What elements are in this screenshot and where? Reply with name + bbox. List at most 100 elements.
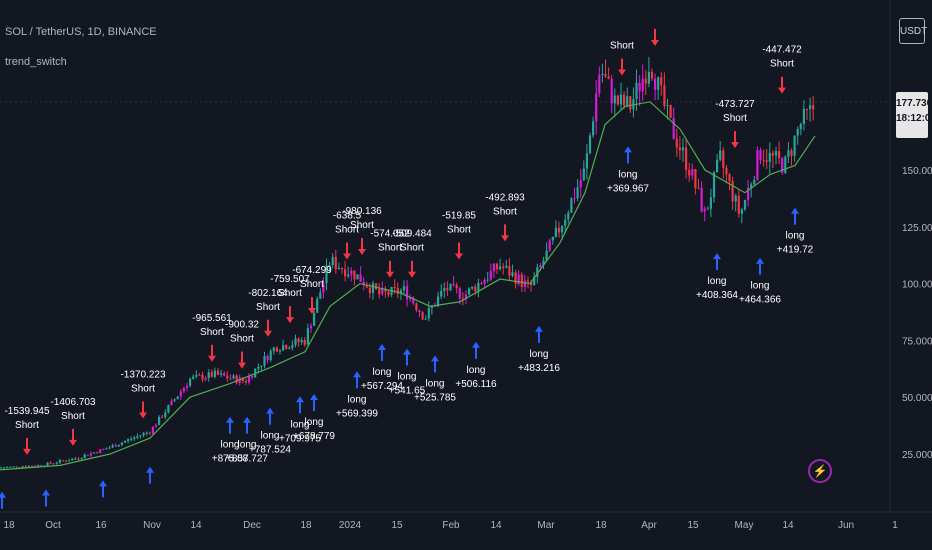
candle-body bbox=[418, 310, 421, 313]
candle-body bbox=[533, 276, 536, 285]
candle-body bbox=[805, 108, 809, 110]
short-value: -1406.703 bbox=[50, 397, 95, 408]
candle-body bbox=[179, 391, 182, 397]
candle-body bbox=[514, 272, 517, 284]
candle-body bbox=[27, 465, 30, 468]
candle-body bbox=[570, 198, 573, 213]
candle-body bbox=[0, 467, 3, 469]
indicator-label[interactable]: trend_switch bbox=[5, 56, 67, 68]
x-tick-label: 14 bbox=[782, 520, 794, 531]
candle-body bbox=[539, 265, 542, 268]
short-arrowhead bbox=[455, 253, 463, 260]
candle-body bbox=[433, 305, 437, 307]
candle-body bbox=[595, 93, 598, 122]
long-arrowhead bbox=[713, 253, 721, 260]
candle-body bbox=[46, 462, 49, 466]
ma-line bbox=[0, 101, 816, 471]
short-value: -574.052 bbox=[370, 229, 410, 240]
candle-body bbox=[396, 287, 399, 294]
candle-body bbox=[223, 373, 226, 376]
short-value: -519.85 bbox=[442, 211, 476, 222]
candle-body bbox=[731, 181, 734, 202]
x-tick-label: Nov bbox=[143, 520, 161, 531]
candle-body bbox=[610, 78, 613, 104]
candle-body bbox=[722, 150, 725, 168]
candle-body bbox=[49, 462, 52, 464]
candle-body bbox=[489, 270, 492, 280]
candle-body bbox=[356, 274, 359, 280]
candle-body bbox=[322, 282, 325, 293]
candle-body bbox=[573, 198, 576, 200]
candle-body bbox=[551, 236, 554, 241]
candle-body bbox=[15, 466, 18, 468]
short-label: Short bbox=[230, 334, 254, 345]
candle-body bbox=[96, 452, 99, 454]
candle-body bbox=[458, 288, 461, 299]
candle-body bbox=[740, 209, 743, 214]
long-label: long bbox=[398, 372, 417, 383]
candle-body bbox=[229, 378, 232, 380]
long-label: long bbox=[786, 231, 805, 242]
long-arrowhead bbox=[0, 491, 6, 498]
candle-body bbox=[688, 169, 691, 176]
candle-body bbox=[678, 147, 681, 151]
currency-button[interactable]: USDT bbox=[899, 18, 927, 44]
candle-body bbox=[768, 152, 771, 162]
long-value: +787.524 bbox=[249, 445, 291, 456]
candle-body bbox=[495, 263, 499, 270]
short-label: Short bbox=[256, 302, 280, 313]
candle-body bbox=[61, 460, 65, 462]
candle-body bbox=[68, 460, 71, 462]
candle-body bbox=[198, 374, 201, 376]
long-arrowhead bbox=[403, 348, 411, 355]
x-tick-label: 14 bbox=[190, 520, 202, 531]
candle-body bbox=[567, 212, 570, 220]
candle-body bbox=[585, 153, 588, 169]
short-label: Short bbox=[770, 59, 794, 70]
candle-body bbox=[778, 151, 781, 159]
short-label: Short bbox=[493, 206, 517, 217]
candle-body bbox=[207, 372, 210, 378]
candle-body bbox=[650, 71, 654, 79]
candle-body bbox=[340, 268, 344, 270]
candle-body bbox=[598, 74, 601, 94]
long-arrowhead bbox=[266, 407, 274, 414]
candle-body bbox=[92, 452, 96, 454]
candle-body bbox=[319, 292, 322, 299]
candle-body bbox=[635, 82, 638, 100]
short-label: Short bbox=[300, 279, 324, 290]
short-label: Short bbox=[400, 243, 424, 254]
candle-body bbox=[545, 250, 548, 261]
candle-body bbox=[427, 308, 430, 319]
long-arrowhead bbox=[42, 489, 50, 496]
short-label: Short bbox=[131, 384, 155, 395]
candle-body bbox=[660, 77, 663, 85]
long-arrowhead bbox=[353, 371, 361, 378]
candle-body bbox=[492, 263, 495, 271]
short-arrowhead bbox=[651, 39, 659, 46]
candle-body bbox=[774, 151, 778, 156]
lightning-icon[interactable]: ⚡ bbox=[808, 459, 832, 483]
candle-body bbox=[604, 73, 607, 77]
candle-body bbox=[446, 288, 449, 291]
short-label: Short bbox=[610, 40, 634, 51]
candle-body bbox=[158, 416, 161, 426]
short-value: -802.164 bbox=[248, 288, 288, 299]
candle-body bbox=[99, 449, 102, 453]
candle-body bbox=[697, 187, 700, 189]
short-arrowhead bbox=[238, 362, 246, 369]
candle-body bbox=[681, 147, 685, 151]
candle-body bbox=[561, 225, 564, 233]
long-label: long bbox=[426, 378, 445, 389]
short-value: -1370.223 bbox=[120, 370, 165, 381]
candle-body bbox=[415, 303, 418, 311]
candle-body bbox=[334, 256, 337, 269]
candle-body bbox=[226, 375, 229, 379]
short-arrowhead bbox=[308, 308, 316, 315]
candle-body bbox=[37, 465, 40, 467]
long-value: +678.779 bbox=[293, 431, 335, 442]
long-label: long bbox=[305, 417, 324, 428]
candle-body bbox=[424, 318, 427, 320]
